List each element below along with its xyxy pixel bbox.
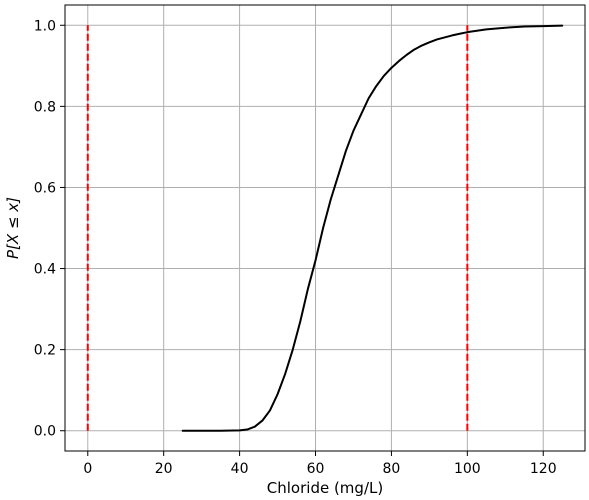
x-tick-label: 120: [530, 461, 557, 477]
plot-frame: [64, 4, 586, 452]
y-tick-label: 0.4: [34, 262, 56, 278]
x-tick-label: 0: [83, 461, 92, 477]
y-tick-label: 0.8: [34, 99, 56, 115]
y-tick-label: 1.0: [34, 18, 56, 34]
axis-ticks: 0 20 40 60 80 100 120 0.0 0.2 0.4 0.6 0.8 1.0: [34, 18, 557, 477]
x-tick-label: 100: [454, 461, 481, 477]
y-tick-label: 0.0: [34, 424, 56, 440]
x-tick-label: 60: [307, 461, 325, 477]
x-axis-label: Chloride (mg/L): [267, 479, 383, 497]
y-tick-label: 0.2: [34, 343, 56, 359]
y-axis-label: P[X ≤ x]: [4, 197, 22, 259]
x-tick-label: 40: [231, 461, 249, 477]
grid: [65, 5, 585, 451]
y-tick-label: 0.6: [34, 180, 56, 196]
x-tick-label: 80: [383, 461, 401, 477]
cdf-curve: [181, 24, 564, 432]
plot-data: [86, 24, 564, 432]
x-tick-label: 20: [155, 461, 173, 477]
